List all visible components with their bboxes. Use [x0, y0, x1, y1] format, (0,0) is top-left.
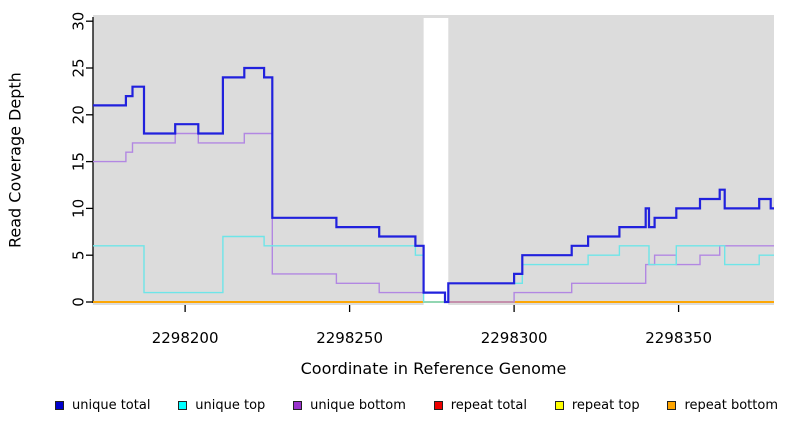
- legend-item-unique-total: unique total: [55, 398, 150, 413]
- y-tick-label: 10: [70, 199, 88, 218]
- y-tick-label: 20: [70, 105, 88, 124]
- legend-item-repeat-bottom: repeat bottom: [667, 398, 778, 413]
- legend-label: repeat bottom: [684, 398, 778, 413]
- legend-swatch-repeat-total: [433, 401, 443, 410]
- legend-item-unique-top: unique top: [178, 398, 265, 413]
- y-tick-label: 30: [70, 12, 88, 31]
- legend-swatch-repeat-top: [554, 401, 564, 410]
- legend-label: unique top: [195, 398, 266, 413]
- legend-swatch-unique-top: [178, 401, 188, 410]
- legend: unique total unique top unique bottom repea…: [0, 398, 792, 413]
- legend-item-repeat-total: repeat total: [433, 398, 527, 413]
- x-axis-title: Coordinate in Reference Genome: [300, 359, 567, 378]
- y-axis-title: Read Coverage Depth: [5, 72, 25, 248]
- x-tick-label: 2298200: [152, 329, 219, 347]
- x-tick-label: 2298350: [645, 329, 712, 347]
- legend-label: repeat total: [450, 398, 527, 413]
- legend-item-unique-bottom: unique bottom: [293, 398, 406, 413]
- legend-item-repeat-top: repeat top: [554, 398, 640, 413]
- coverage-plot: 0 5 10 15 20 25 30 2298200 2298250 2298300 2298350: [70, 12, 774, 347]
- legend-swatch-unique-bottom: [293, 401, 303, 410]
- y-tick-label: 0: [70, 297, 88, 307]
- y-tick-label: 15: [70, 152, 88, 171]
- legend-swatch-repeat-bottom: [667, 401, 677, 410]
- legend-label: unique bottom: [310, 398, 406, 413]
- series-line-unique-total: [93, 66, 774, 304]
- legend-label: unique total: [72, 398, 151, 413]
- x-tick-label: 2298300: [481, 329, 548, 347]
- y-tick-label: 25: [70, 58, 88, 77]
- y-tick-label: 5: [70, 250, 88, 260]
- legend-label: repeat top: [571, 398, 640, 413]
- no-data-gap-band: [423, 18, 449, 305]
- legend-swatch-unique-total: [55, 401, 64, 410]
- x-tick-label: 2298250: [316, 329, 383, 347]
